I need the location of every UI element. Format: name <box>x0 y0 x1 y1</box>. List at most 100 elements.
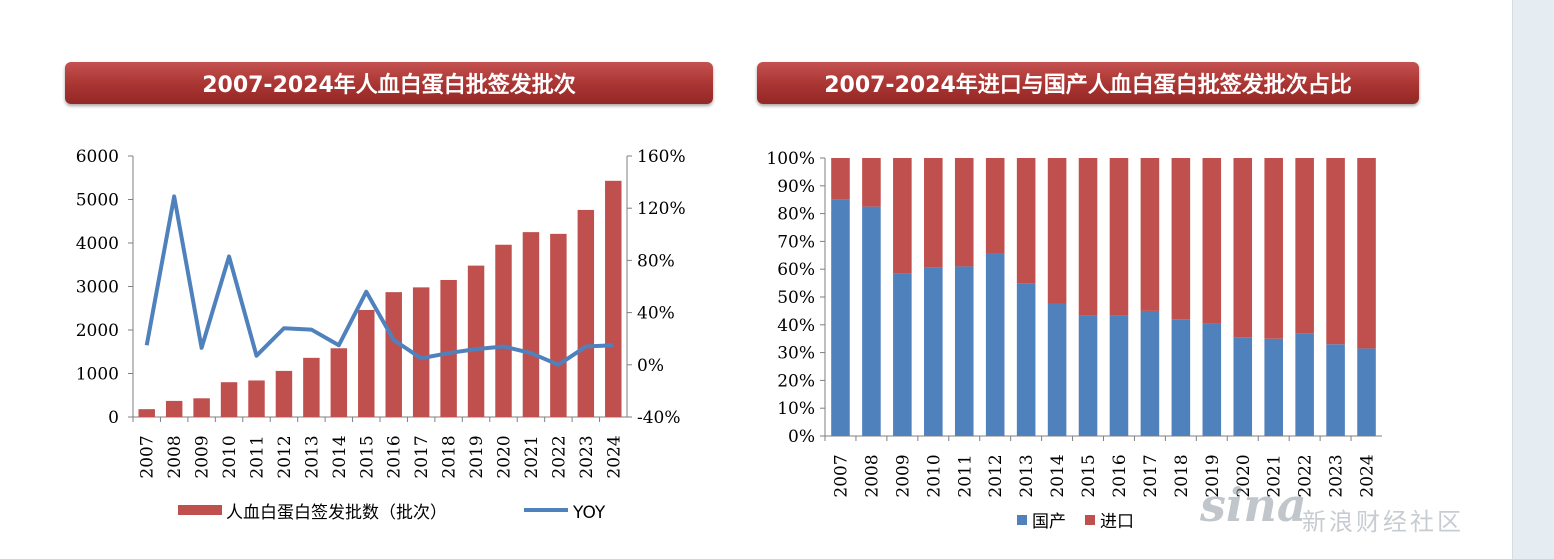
x-tick-label: 2016 <box>1110 454 1130 497</box>
bar-import-2017 <box>1140 158 1160 311</box>
y-tick-label: 40% <box>777 316 815 336</box>
x-tick-label: 2009 <box>893 454 913 497</box>
bar-import-2009 <box>893 158 912 274</box>
bar-2014 <box>330 348 348 417</box>
left-tick-label: 6000 <box>76 147 119 167</box>
bar-2017 <box>412 287 430 417</box>
left-tick-label: 5000 <box>76 191 119 211</box>
bar-import-2008 <box>862 158 881 207</box>
x-tick-label: 2024 <box>604 435 624 478</box>
x-tick-label: 2019 <box>1203 454 1223 497</box>
bar-2024 <box>605 180 622 417</box>
x-tick-label: 2010 <box>924 454 944 497</box>
bar-import-2021 <box>1264 158 1283 339</box>
x-tick-label: 2022 <box>1296 454 1316 497</box>
legend-bar-label: 人血白蛋白签发批数（批次） <box>226 503 447 523</box>
bar-2008 <box>165 400 183 417</box>
bar-domestic-2007 <box>831 199 850 436</box>
x-tick-label: 2007 <box>138 435 158 478</box>
x-tick-label: 2021 <box>1265 454 1285 497</box>
x-tick-label: 2008 <box>165 435 185 478</box>
bar-domestic-2012 <box>985 253 1005 436</box>
bar-domestic-2011 <box>954 266 974 436</box>
right-tick-label: 40% <box>637 304 675 324</box>
x-tick-label: 2021 <box>522 435 542 478</box>
x-tick-label: 2017 <box>412 435 432 478</box>
bar-2020 <box>495 244 512 417</box>
bar-2013 <box>303 357 320 417</box>
right-chart: 0% 10% 20% 30% 40% 50% 60% 70% 80% 90% 100% 2007 200… <box>766 149 1382 532</box>
x-tick-label: 2009 <box>193 435 213 478</box>
x-tick-label: 2016 <box>385 435 405 478</box>
right-tick-label: -40% <box>637 408 681 428</box>
legend-domestic-swatch <box>1017 515 1027 525</box>
x-tick-label: 2024 <box>1358 454 1378 497</box>
bar-2019 <box>467 265 485 417</box>
bar-domestic-2016 <box>1109 315 1129 436</box>
legend-import-label: 进口 <box>1100 512 1134 532</box>
y-tick-label: 20% <box>777 371 815 391</box>
chart-title-left: 2007-2024年人血白蛋白批签发批次 <box>65 62 713 104</box>
legend-import-swatch <box>1085 515 1095 525</box>
yoy-line <box>144 194 614 367</box>
chart-title-right: 2007-2024年进口与国产人血白蛋白批签发批次占比 <box>757 62 1419 104</box>
y-tick-label: 70% <box>777 232 815 252</box>
bar-domestic-2008 <box>862 206 881 436</box>
bar-import-2019 <box>1202 158 1222 324</box>
bar-import-2013 <box>1016 158 1036 284</box>
legend-bar-swatch <box>178 505 222 515</box>
y-tick-label: 100% <box>766 149 815 169</box>
bar-domestic-2023 <box>1326 344 1345 436</box>
bar-2015 <box>358 309 375 417</box>
bar-domestic-2022 <box>1295 333 1314 436</box>
bar-import-2020 <box>1233 158 1253 338</box>
right-tick-label: 120% <box>637 199 686 219</box>
bar-domestic-2017 <box>1140 310 1160 436</box>
bar-domestic-2024 <box>1357 348 1376 436</box>
left-tick-label: 4000 <box>76 234 119 254</box>
x-tick-label: 2018 <box>1172 454 1192 497</box>
x-tick-label: 2010 <box>220 435 240 478</box>
x-tick-label: 2019 <box>467 435 487 478</box>
bar-domestic-2009 <box>893 273 912 436</box>
x-tick-label: 2014 <box>1048 454 1068 497</box>
bar-2009 <box>193 398 210 417</box>
x-tick-label: 2013 <box>302 435 322 478</box>
x-tick-label: 2007 <box>831 454 851 497</box>
bar-import-2016 <box>1109 158 1129 316</box>
bar-2016 <box>385 292 402 417</box>
x-tick-label: 2015 <box>1079 454 1099 497</box>
bar-import-2012 <box>985 158 1005 254</box>
left-tick-label: 0 <box>108 408 119 428</box>
side-strip <box>1512 0 1554 559</box>
right-tick-label: 80% <box>637 251 675 271</box>
x-tick-label: 2015 <box>357 435 377 478</box>
left-tick-label: 2000 <box>76 321 119 341</box>
bar-2018 <box>440 279 457 417</box>
x-tick-label: 2017 <box>1141 454 1161 497</box>
bar-domestic-2021 <box>1264 338 1283 436</box>
bar-import-2023 <box>1326 158 1345 345</box>
x-tick-label: 2020 <box>495 435 515 478</box>
bar-domestic-2010 <box>924 267 943 436</box>
x-tick-label: 2012 <box>275 435 295 478</box>
bar-import-2024 <box>1357 158 1376 349</box>
y-tick-label: 80% <box>777 205 815 225</box>
left-chart: 0 1000 2000 3000 4000 5000 6000 -40% 0% 40% 80% 120… <box>76 147 686 523</box>
bar-2023 <box>577 209 595 417</box>
bar-import-2018 <box>1171 158 1191 320</box>
left-tick-label: 1000 <box>76 365 119 385</box>
y-tick-label: 60% <box>777 260 815 280</box>
y-tick-label: 10% <box>777 399 815 419</box>
left-tick-label: 3000 <box>76 278 119 298</box>
x-tick-label: 2022 <box>549 435 569 478</box>
x-tick-label: 2008 <box>862 454 882 497</box>
bar-import-2022 <box>1295 158 1314 334</box>
bar-import-2011 <box>954 158 974 267</box>
x-tick-label: 2023 <box>1327 454 1347 497</box>
bar-2007 <box>138 409 155 417</box>
right-tick-label: 160% <box>637 147 686 167</box>
bar-import-2015 <box>1078 158 1098 316</box>
x-tick-label: 2014 <box>330 435 350 478</box>
legend-domestic-label: 国产 <box>1032 512 1066 532</box>
